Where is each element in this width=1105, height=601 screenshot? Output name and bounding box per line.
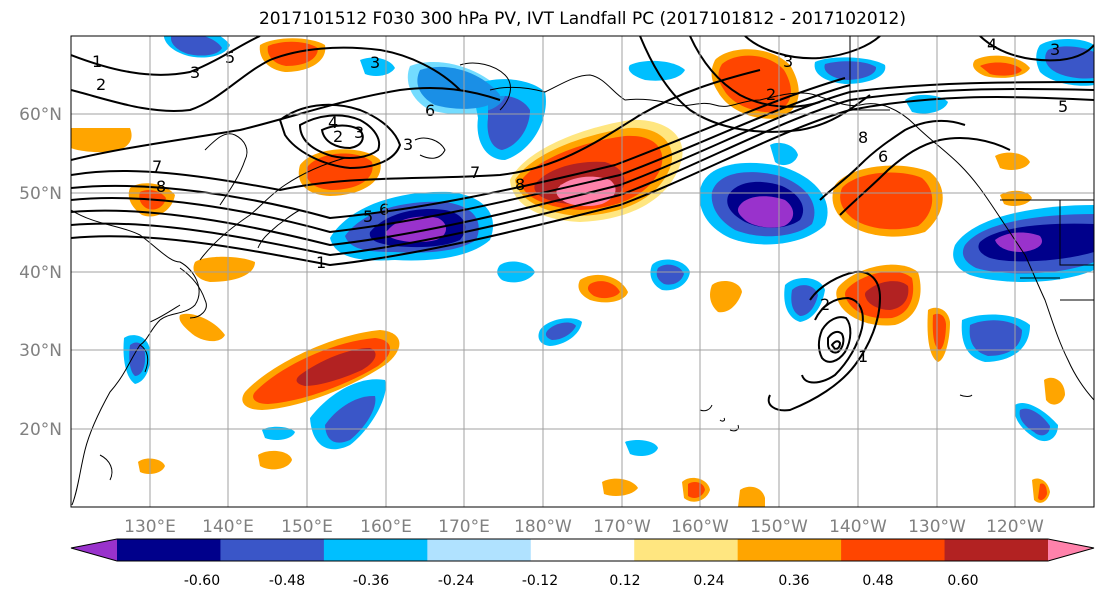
colorbar-tick-label: -0.12 — [522, 573, 558, 589]
contour-label: 5 — [225, 48, 235, 67]
colorbar-segment — [117, 539, 221, 561]
colorbar-tick-label: -0.24 — [438, 573, 474, 589]
gridlines — [71, 36, 1094, 507]
colorbar-tick-label: 0.24 — [693, 573, 724, 589]
contour-labels: 1 2 3 5 4 2 3 3 6 3 7 8 5 6 1 7 8 3 2 8 … — [92, 35, 1068, 366]
lon-label: 170°W — [593, 517, 651, 537]
lat-labels: 20°N 30°N 40°N 50°N 60°N — [19, 105, 62, 440]
lon-label: 150°W — [750, 517, 808, 537]
lon-label: 150°E — [281, 517, 333, 537]
contour-label: 7 — [470, 163, 480, 182]
colorbar-tick-label: 0.60 — [947, 573, 978, 589]
contour-label: 1 — [858, 347, 868, 366]
colorbar-extend-max — [1048, 539, 1094, 561]
lon-label: 120°W — [986, 517, 1044, 537]
contour-label: 3 — [783, 52, 793, 71]
contour-label: 2 — [333, 127, 343, 146]
contour-label: 8 — [515, 175, 525, 194]
colorbar-segments — [71, 539, 1094, 561]
colorbar-segment — [323, 539, 428, 561]
contour-label: 8 — [156, 177, 166, 196]
lat-label: 40°N — [19, 263, 62, 283]
alaska-coastline — [489, 74, 1094, 401]
colorbar-segment — [530, 539, 635, 561]
chart-title: 2017101512 F030 300 hPa PV, IVT Landfall… — [258, 9, 906, 29]
pv-contours — [71, 36, 1094, 412]
contour-label: 2 — [96, 75, 106, 94]
contour-label: 5 — [363, 207, 373, 226]
lat-label: 20°N — [19, 420, 62, 440]
contour-label: 3 — [370, 53, 380, 72]
colorbar-tick-label: -0.36 — [353, 573, 389, 589]
lon-label: 160°W — [671, 517, 729, 537]
colorbar-segment — [944, 539, 1049, 561]
contour-label: 1 — [316, 253, 326, 272]
colorbar-tick-label: -0.48 — [269, 573, 305, 589]
colorbar-segment — [737, 539, 842, 561]
map-frame — [70, 35, 1095, 508]
contour-label: 6 — [379, 200, 389, 219]
lon-label: 140°W — [829, 517, 887, 537]
lat-label: 30°N — [19, 341, 62, 361]
colorbar-segment — [220, 539, 325, 561]
colorbar-outline — [70, 538, 1095, 562]
colorbar-segment — [427, 539, 532, 561]
colorbar-extend-min — [71, 539, 117, 561]
colorbar-segment — [841, 539, 946, 561]
contour-label: 2 — [766, 85, 776, 104]
contour-label: 6 — [425, 101, 435, 120]
contour-label: 3 — [1050, 40, 1060, 59]
contour-label: 6 — [878, 147, 888, 166]
lon-label: 160°E — [360, 517, 412, 537]
contour-label: 1 — [92, 52, 102, 71]
contour-label: 5 — [1058, 97, 1068, 116]
lon-label: 180°W — [514, 517, 572, 537]
colorbar-tick-label: 0.36 — [778, 573, 809, 589]
lon-label: 140°E — [202, 517, 254, 537]
contour-label: 2 — [820, 295, 830, 314]
colorbar-segment — [634, 539, 739, 561]
contour-label: 3 — [190, 63, 200, 82]
contour-label: 3 — [403, 135, 413, 154]
colorbar-tick-labels: -0.60 -0.48 -0.36 -0.24 -0.12 0.12 0.24 … — [184, 573, 979, 589]
contour-label: 7 — [152, 157, 162, 176]
lon-label: 130°E — [124, 517, 176, 537]
colorbar-tick-label: 0.48 — [862, 573, 893, 589]
contour-label: 8 — [858, 128, 868, 147]
contour-label: 4 — [328, 113, 338, 132]
lat-label: 50°N — [19, 184, 62, 204]
contour-label: 3 — [354, 123, 364, 142]
lon-label: 130°W — [908, 517, 966, 537]
lat-label: 60°N — [19, 105, 62, 125]
contour-label: 4 — [987, 35, 997, 54]
colorbar-tick-label: -0.60 — [184, 573, 220, 589]
lon-labels: 130°E 140°E 150°E 160°E 170°E 180°W 170°… — [124, 517, 1044, 537]
colorbar-tick-label: 0.12 — [609, 573, 640, 589]
lon-label: 170°E — [438, 517, 490, 537]
